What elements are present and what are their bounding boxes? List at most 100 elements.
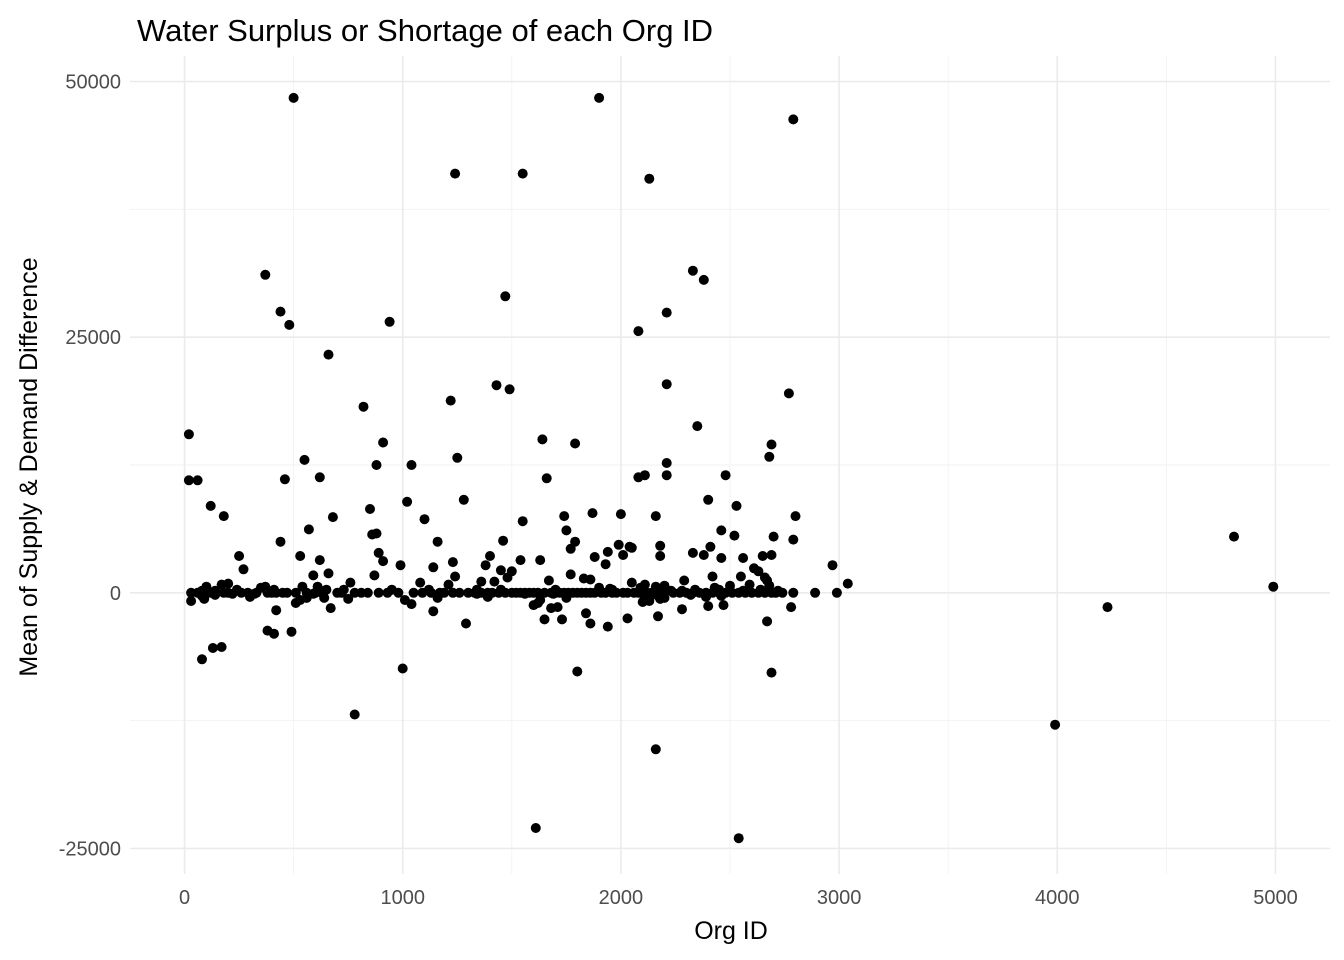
data-point [788, 534, 799, 545]
data-point [618, 550, 629, 560]
data-point [500, 291, 511, 302]
data-point [395, 560, 406, 571]
data-point [417, 587, 428, 598]
data-point [432, 536, 443, 547]
data-point [698, 550, 709, 560]
data-point [659, 592, 670, 603]
data-point [602, 621, 613, 632]
chart-title: Water Surplus or Shortage of each Org ID [137, 13, 713, 48]
data-point [504, 384, 515, 395]
data-point [644, 173, 655, 184]
data-point [284, 319, 295, 330]
grid-lines [130, 56, 1330, 874]
data-point [454, 587, 465, 598]
data-point [371, 460, 382, 470]
data-point [707, 571, 718, 582]
data-point [216, 642, 227, 652]
data-point [587, 508, 598, 519]
data-point [282, 587, 293, 598]
data-point [378, 437, 389, 448]
data-point [766, 550, 777, 560]
data-point [539, 614, 550, 625]
data-point [537, 434, 548, 445]
data-point [397, 663, 408, 674]
data-point [369, 570, 380, 581]
data-point [234, 551, 245, 561]
data-point [495, 565, 506, 576]
data-point [245, 591, 255, 602]
data-point [655, 540, 666, 551]
data-point [205, 500, 216, 511]
data-point [626, 542, 637, 553]
data-point [432, 592, 443, 603]
data-point [633, 326, 644, 337]
data-point [744, 579, 755, 590]
data-point [295, 551, 306, 561]
data-point [480, 560, 491, 571]
data-point [365, 504, 375, 514]
data-point [373, 547, 384, 558]
data-point [323, 349, 334, 360]
data-point [192, 475, 203, 486]
data-point [810, 587, 821, 598]
data-point [766, 667, 777, 678]
data-point [349, 709, 360, 720]
data-point [325, 603, 336, 614]
x-tick-label: 0 [179, 887, 190, 909]
data-point [327, 512, 338, 523]
data-point [186, 596, 197, 606]
x-tick-label: 1000 [380, 887, 425, 909]
data-point [343, 593, 354, 604]
data-point [543, 575, 554, 586]
data-point [288, 92, 299, 103]
data-point [406, 460, 417, 470]
data-point [653, 611, 663, 622]
data-point [260, 269, 271, 280]
data-point [498, 535, 509, 546]
data-point [716, 553, 727, 563]
data-point [384, 316, 395, 327]
data-point [275, 536, 286, 547]
data-point [738, 553, 749, 563]
data-point [197, 654, 207, 665]
data-point [271, 605, 282, 616]
data-point [602, 546, 613, 557]
data-point [661, 458, 672, 468]
data-point [183, 475, 194, 486]
data-point [303, 524, 314, 535]
data-point [408, 587, 419, 598]
data-point [701, 591, 711, 602]
data-point [589, 552, 600, 562]
data-point [735, 571, 746, 582]
x-tick-label: 4000 [1035, 887, 1080, 909]
data-point [373, 587, 384, 598]
data-point [428, 562, 439, 573]
data-point [685, 589, 696, 600]
data-point [445, 395, 456, 406]
data-point [393, 587, 404, 598]
data-point [428, 606, 439, 617]
data-point [515, 555, 526, 566]
data-point [336, 587, 347, 598]
data-point [402, 496, 413, 507]
data-point [585, 618, 596, 629]
data-point [541, 473, 552, 484]
data-point [535, 555, 546, 566]
data-point [1268, 581, 1279, 592]
data-point [358, 401, 369, 412]
data-point [644, 596, 655, 606]
data-points [183, 92, 1279, 844]
data-point [452, 452, 463, 463]
data-point [491, 380, 502, 391]
data-point [471, 588, 482, 599]
data-point [199, 593, 210, 604]
data-point [530, 823, 541, 833]
y-tick-label: 25000 [65, 327, 121, 349]
data-point [842, 578, 853, 589]
data-point [461, 618, 471, 629]
data-point [269, 628, 279, 639]
data-point [1229, 531, 1239, 542]
data-point [314, 472, 325, 483]
data-point [210, 589, 221, 600]
